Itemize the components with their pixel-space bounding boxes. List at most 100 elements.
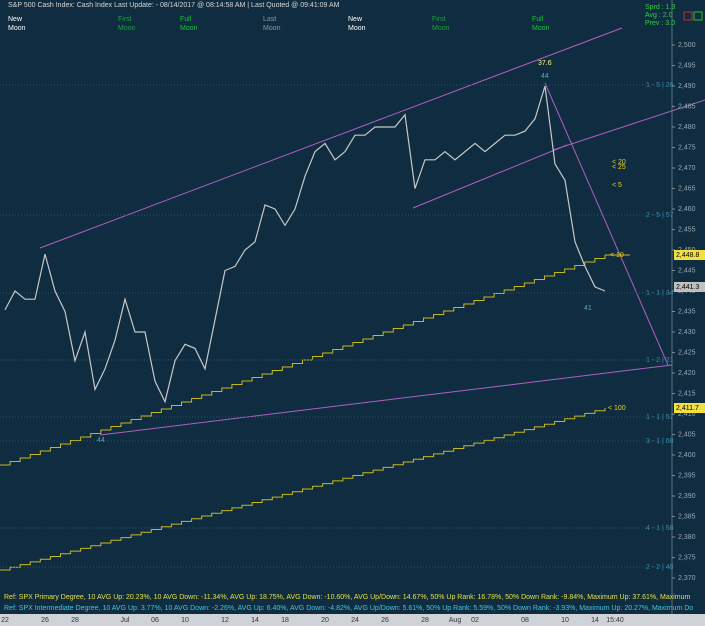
level-label: 3 - 1 | 68: [646, 438, 674, 445]
annotation: 41: [584, 305, 592, 312]
x-tick-label: 22: [1, 617, 9, 624]
level-label: 1 - 1 | 34: [646, 290, 674, 297]
annotation: < 100: [608, 405, 626, 412]
x-tick-label: 14: [251, 617, 259, 624]
x-tick-label: 28: [71, 617, 79, 624]
y-tick-label: 2,390: [678, 493, 696, 500]
x-tick-label: 08: [521, 617, 529, 624]
stat-label: Avg : 2.0: [645, 12, 673, 19]
moon-label: Moon: [180, 25, 198, 32]
price-box: [674, 282, 705, 292]
y-tick-label: 2,415: [678, 390, 696, 397]
y-tick-label: 2,405: [678, 431, 696, 438]
y-tick-label: 2,410: [678, 411, 696, 418]
icon: [683, 11, 693, 21]
y-tick-label: 2,430: [678, 329, 696, 336]
y-tick-label: 2,425: [678, 349, 696, 356]
x-tick-label: 12: [221, 617, 229, 624]
stat-label: Sprd : 1.3: [645, 4, 675, 11]
y-tick-label: 2,495: [678, 62, 696, 69]
y-tick-label: 2,380: [678, 534, 696, 541]
x-tick-label: 26: [381, 617, 389, 624]
x-tick-label: 10: [181, 617, 189, 624]
level-label: 2 - 2 | 48: [646, 564, 674, 571]
y-tick-label: 2,445: [678, 267, 696, 274]
moon-label: Moon: [263, 25, 281, 32]
y-tick-label: 2,435: [678, 308, 696, 315]
x-tick-label: Jul: [121, 617, 130, 624]
y-tick-label: 2,400: [678, 452, 696, 459]
x-tick-label: 20: [321, 617, 329, 624]
drawings: [39, 27, 705, 436]
annotation: < 10: [610, 252, 624, 259]
price-label: 2,411.7: [676, 405, 699, 412]
annotation: 37.6: [538, 60, 552, 67]
y-tick-label: 2,465: [678, 185, 696, 192]
moon-label: First: [432, 16, 446, 23]
trend-line: [552, 99, 705, 151]
moon-label: Full: [532, 16, 544, 23]
price-box: [674, 250, 705, 260]
x-tick-label: 10: [561, 617, 569, 624]
icon: [693, 11, 703, 21]
y-tick-label: 2,460: [678, 206, 696, 213]
moon-label: Moon: [118, 25, 136, 32]
stair-line: [0, 255, 606, 466]
x-tick-label: 02: [471, 617, 479, 624]
y-tick-label: 2,395: [678, 472, 696, 479]
y-tick-label: 2,370: [678, 575, 696, 582]
y-tick-label: 2,475: [678, 144, 696, 151]
level-label: 1 - 1 | 57: [646, 414, 674, 421]
price-box: [674, 403, 705, 413]
y-tick-label: 2,470: [678, 165, 696, 172]
y-tick-label: 2,455: [678, 226, 696, 233]
price-label: 2,448.8: [676, 252, 699, 259]
moon-label: Moon: [532, 25, 550, 32]
level-label: 1 - 5 | 26: [646, 82, 674, 89]
trend-line: [39, 27, 623, 249]
moon-label: First: [118, 16, 132, 23]
annotation: < 25: [612, 164, 626, 171]
moon-label: Moon: [432, 25, 450, 32]
stair-line: [0, 408, 606, 571]
annotation: < 5: [612, 182, 622, 189]
x-tick-label: 26: [41, 617, 49, 624]
x-tick-label: 18: [281, 617, 289, 624]
stat-label: Prev : 3.0: [645, 20, 675, 27]
y-tick-label: 2,375: [678, 554, 696, 561]
moon-label: Moon: [8, 25, 26, 32]
annotation: 44: [541, 73, 549, 80]
y-tick-label: 2,420: [678, 370, 696, 377]
x-tick-label: Aug: [449, 617, 462, 624]
x-tick-label: 24: [351, 617, 359, 624]
x-tick-label: 14: [591, 617, 599, 624]
annotation: < 20: [612, 159, 626, 166]
y-tick-label: 2,480: [678, 124, 696, 131]
trend-line: [412, 144, 568, 209]
annotation: 44: [97, 437, 105, 444]
moon-label: Last: [263, 16, 276, 23]
x-tick-label: 15:40: [606, 617, 624, 624]
footer-line: Ref: SPX Intermediate Degree, 10 AVG Up:…: [4, 605, 693, 612]
price-line: [4, 85, 606, 404]
level-label: 4 - 1 | 58: [646, 525, 674, 532]
trend-line: [99, 364, 673, 436]
x-axis-strip: [0, 614, 705, 626]
moon-label: Full: [180, 16, 192, 23]
level-label: 2 - 5 | 57: [646, 212, 674, 219]
footer-line: Ref: SPX Primary Degree, 10 AVG Up: 20.2…: [4, 594, 690, 601]
moon-label: Moon: [348, 25, 366, 32]
y-tick-label: 2,385: [678, 513, 696, 520]
y-tick-label: 2,500: [678, 42, 696, 49]
x-tick-label: 28: [421, 617, 429, 624]
moon-label: New: [8, 16, 23, 23]
level-label: 1 - 2 | 21: [646, 357, 674, 364]
price-label: 2,441.3: [676, 284, 699, 291]
trend-line: [544, 82, 669, 366]
y-tick-label: 2,490: [678, 83, 696, 90]
y-tick-label: 2,485: [678, 103, 696, 110]
header-title: S&P 500 Cash Index: Cash Index Last Upda…: [8, 2, 340, 9]
